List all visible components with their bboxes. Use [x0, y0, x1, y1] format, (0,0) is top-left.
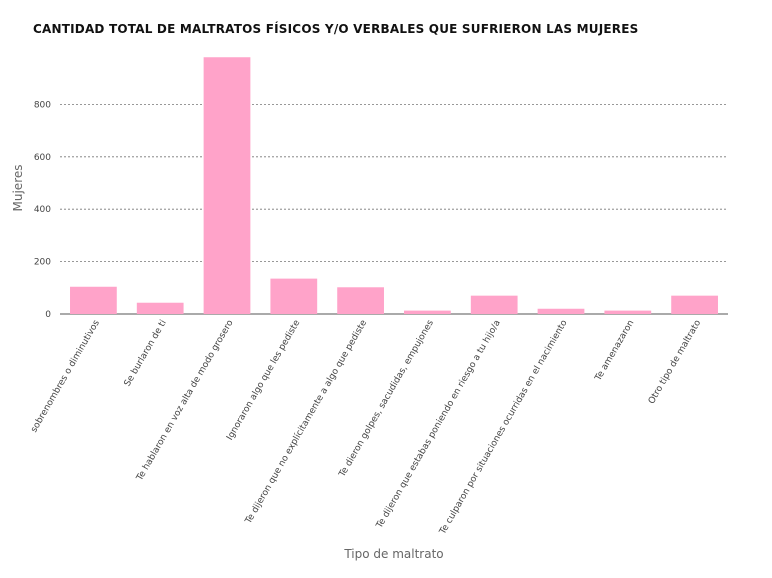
chart-title: CANTIDAD TOTAL DE MALTRATOS FÍSICOS Y/O … — [33, 22, 639, 36]
bar — [671, 295, 718, 314]
bar — [136, 302, 184, 314]
gridlines — [60, 104, 728, 315]
bar — [537, 308, 585, 314]
bar — [404, 310, 451, 314]
x-axis-label: Tipo de maltrato — [343, 547, 443, 561]
y-tick-label: 800 — [34, 100, 51, 110]
x-tick-label: sobrenombres o diminutivos — [29, 318, 102, 434]
bar — [604, 310, 652, 314]
x-tick-label: Otro tipo de maltrato — [647, 318, 704, 406]
y-tick-label: 0 — [45, 310, 51, 320]
bar — [470, 295, 518, 314]
y-tick-label: 400 — [34, 205, 51, 215]
y-tick-labels: 0 200 400 600 800 — [34, 100, 51, 320]
x-tick-label: Te dijeron que estabas poniendo en riesg… — [374, 319, 502, 532]
bar — [337, 287, 384, 314]
x-tick-label: Te culparon por situaciones ocurridas en… — [438, 318, 570, 537]
x-tick-labels: sobrenombres o diminutivos Se burlaron de… — [29, 318, 703, 537]
y-tick-label: 600 — [34, 153, 51, 163]
bar — [203, 57, 251, 315]
y-tick-label: 200 — [34, 258, 51, 268]
bar — [70, 286, 117, 314]
bar — [270, 278, 318, 314]
y-axis-label: Mujeres — [11, 165, 25, 212]
x-tick-label: Se burlaron de ti — [123, 319, 169, 389]
bars — [70, 57, 718, 315]
x-tick-label: Te amenazaron — [593, 319, 636, 384]
x-tick-label: Ignoraron algo que les pediste — [225, 318, 302, 442]
x-tick-label: Te dijeron que no explícitamente a algo … — [243, 318, 369, 526]
